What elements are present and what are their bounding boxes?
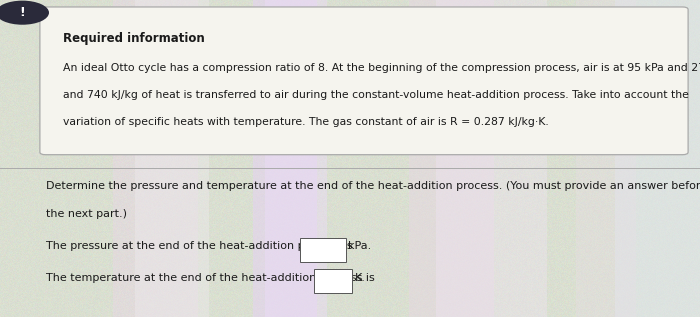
Text: K.: K. xyxy=(355,273,365,283)
Text: Determine the pressure and temperature at the end of the heat-addition process. : Determine the pressure and temperature a… xyxy=(46,181,700,191)
Text: The temperature at the end of the heat-addition process is: The temperature at the end of the heat-a… xyxy=(46,273,378,283)
Circle shape xyxy=(0,1,49,25)
Text: !: ! xyxy=(20,6,25,19)
Bar xyxy=(300,238,346,262)
FancyBboxPatch shape xyxy=(40,7,688,155)
Text: The pressure at the end of the heat-addition process is: The pressure at the end of the heat-addi… xyxy=(46,241,356,251)
Text: variation of specific heats with temperature. The gas constant of air is R = 0.2: variation of specific heats with tempera… xyxy=(63,117,549,127)
Text: the next part.): the next part.) xyxy=(46,209,127,219)
Text: and 740 kJ/kg of heat is transferred to air during the constant-volume heat-addi: and 740 kJ/kg of heat is transferred to … xyxy=(63,90,689,100)
Text: Required information: Required information xyxy=(63,32,204,45)
Text: An ideal Otto cycle has a compression ratio of 8. At the beginning of the compre: An ideal Otto cycle has a compression ra… xyxy=(63,63,700,74)
Text: kPa.: kPa. xyxy=(348,241,371,251)
Bar xyxy=(314,269,353,293)
